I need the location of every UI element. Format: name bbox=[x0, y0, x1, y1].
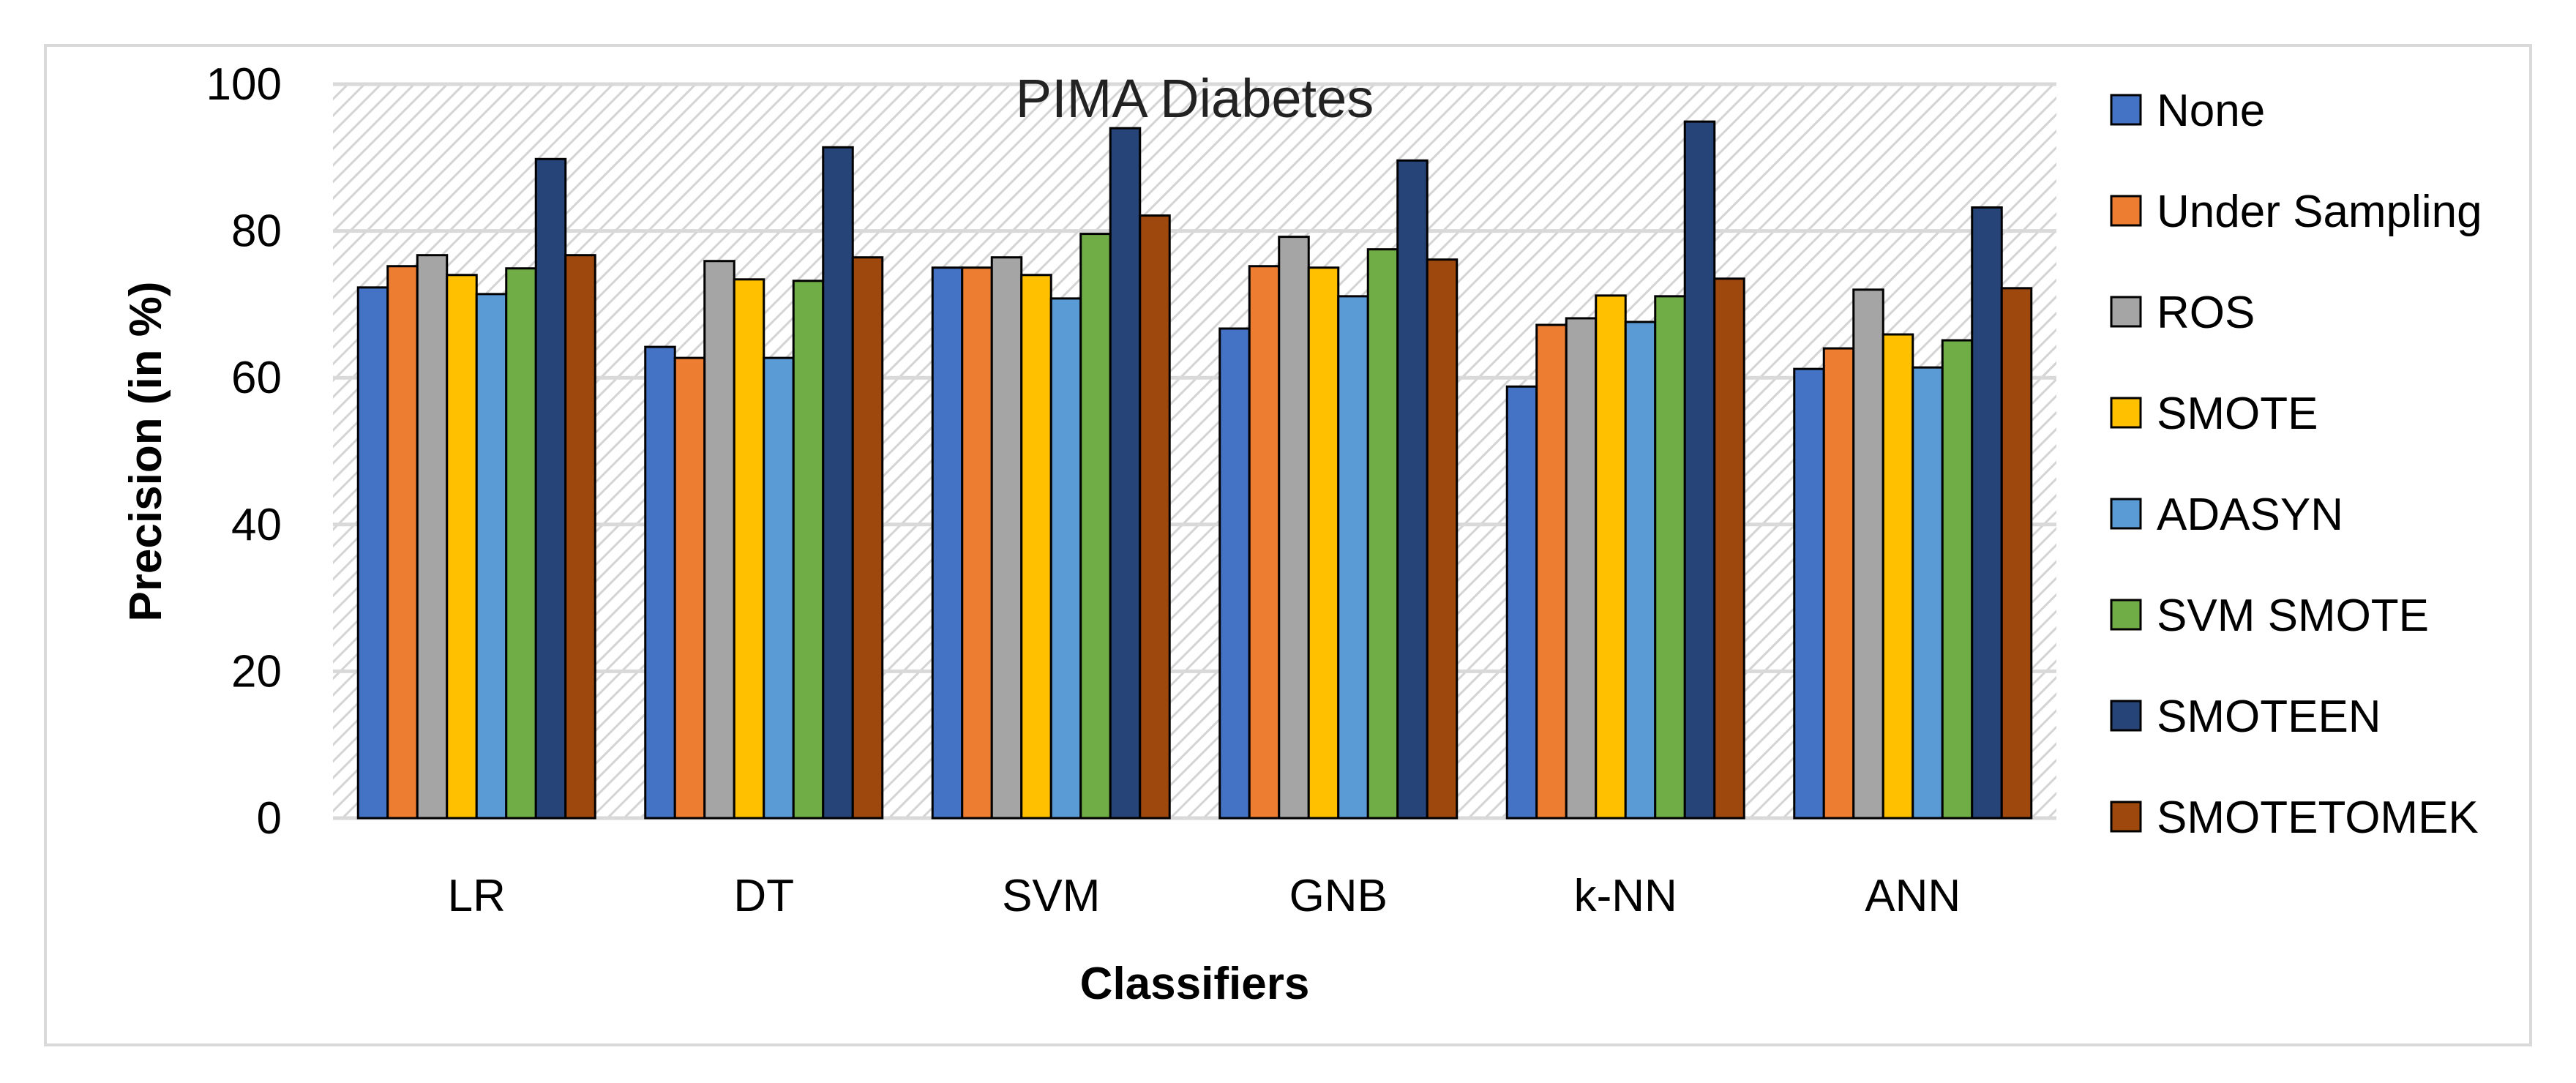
bar bbox=[673, 356, 706, 820]
bar bbox=[1565, 317, 1598, 820]
bar bbox=[446, 274, 478, 820]
y-axis-tick-labels: 0 20 40 60 80 100 bbox=[206, 59, 282, 844]
legend-swatch bbox=[2110, 195, 2142, 227]
legend-swatch bbox=[2110, 397, 2142, 429]
bar bbox=[534, 157, 567, 820]
bar bbox=[1912, 366, 1944, 820]
bar bbox=[1971, 206, 2003, 820]
bar bbox=[1852, 288, 1884, 820]
bar bbox=[1624, 321, 1657, 820]
bar bbox=[1139, 214, 1171, 820]
bar bbox=[1535, 323, 1568, 820]
bar bbox=[1109, 127, 1142, 820]
bar bbox=[703, 260, 735, 820]
x-tick-label: LR bbox=[448, 871, 506, 921]
bar bbox=[931, 266, 964, 820]
legend-swatch bbox=[2110, 296, 2142, 328]
bars bbox=[356, 120, 2033, 820]
bar bbox=[1595, 294, 1627, 820]
bar bbox=[961, 266, 993, 820]
x-tick-label: SVM bbox=[1002, 871, 1100, 921]
legend-swatch bbox=[2110, 498, 2142, 530]
plot-area bbox=[333, 84, 2056, 818]
legend-label: Under Sampling bbox=[2157, 187, 2482, 237]
bar bbox=[1396, 159, 1429, 820]
x-tick-label: ANN bbox=[1865, 871, 1961, 921]
bar bbox=[792, 280, 825, 820]
bar bbox=[990, 256, 1023, 820]
legend-swatch bbox=[2110, 599, 2142, 631]
bar bbox=[564, 254, 596, 820]
legend-label: None bbox=[2157, 86, 2265, 136]
bar bbox=[1218, 327, 1251, 820]
legend-label: SVM SMOTE bbox=[2157, 591, 2429, 641]
bar bbox=[1654, 295, 1686, 820]
x-axis-title: Classifiers bbox=[1080, 959, 1310, 1009]
bar bbox=[386, 265, 419, 820]
y-tick-label: 0 bbox=[257, 793, 282, 844]
gridlines bbox=[333, 82, 2056, 820]
bar bbox=[1248, 265, 1281, 820]
legend: None Under Sampling ROS SMOTE ADASYN SVM SMOT… bbox=[2110, 86, 2482, 843]
bar bbox=[2000, 287, 2033, 820]
y-tick-label: 60 bbox=[231, 353, 282, 403]
bar bbox=[475, 293, 508, 820]
y-axis-title: Precision (in %) bbox=[121, 281, 171, 621]
legend-label: ADASYN bbox=[2157, 490, 2343, 540]
y-tick-label: 100 bbox=[206, 59, 282, 110]
bar bbox=[763, 356, 795, 820]
bar bbox=[1426, 258, 1459, 820]
bar bbox=[733, 278, 765, 820]
bar bbox=[822, 146, 854, 820]
bar bbox=[1079, 233, 1112, 820]
x-tick-label: k-NN bbox=[1574, 871, 1677, 921]
bar bbox=[1020, 274, 1052, 820]
y-tick-label: 80 bbox=[231, 206, 282, 257]
bar bbox=[1049, 297, 1082, 820]
legend-swatch bbox=[2110, 801, 2142, 833]
legend-label: SMOTE bbox=[2157, 389, 2318, 439]
bar bbox=[1822, 347, 1855, 820]
bar bbox=[1505, 385, 1538, 820]
bar bbox=[1941, 339, 1974, 820]
chart-title: PIMA Diabetes bbox=[1016, 68, 1374, 129]
y-tick-label: 40 bbox=[231, 500, 282, 550]
legend-label: ROS bbox=[2157, 288, 2255, 338]
bar bbox=[1793, 367, 1825, 820]
bar bbox=[1882, 333, 1914, 820]
y-tick-label: 20 bbox=[231, 646, 282, 697]
x-tick-label: DT bbox=[733, 871, 794, 921]
legend-label: SMOTEEN bbox=[2157, 692, 2381, 742]
bar bbox=[1337, 295, 1369, 820]
legend-label: SMOTETOMEK bbox=[2157, 792, 2479, 843]
bar bbox=[356, 286, 389, 820]
x-axis-tick-labels: LR DT SVM GNB k-NN ANN bbox=[448, 871, 1961, 921]
bar bbox=[1366, 248, 1399, 820]
bar bbox=[505, 267, 537, 820]
legend-swatch bbox=[2110, 700, 2142, 732]
bar bbox=[1713, 277, 1745, 820]
bar bbox=[416, 254, 449, 820]
bar bbox=[851, 256, 884, 820]
bar bbox=[644, 345, 676, 820]
x-tick-label: GNB bbox=[1289, 871, 1388, 921]
bar bbox=[1683, 120, 1716, 820]
legend-swatch bbox=[2110, 94, 2142, 126]
bar bbox=[1307, 266, 1340, 820]
bar bbox=[1278, 236, 1310, 820]
